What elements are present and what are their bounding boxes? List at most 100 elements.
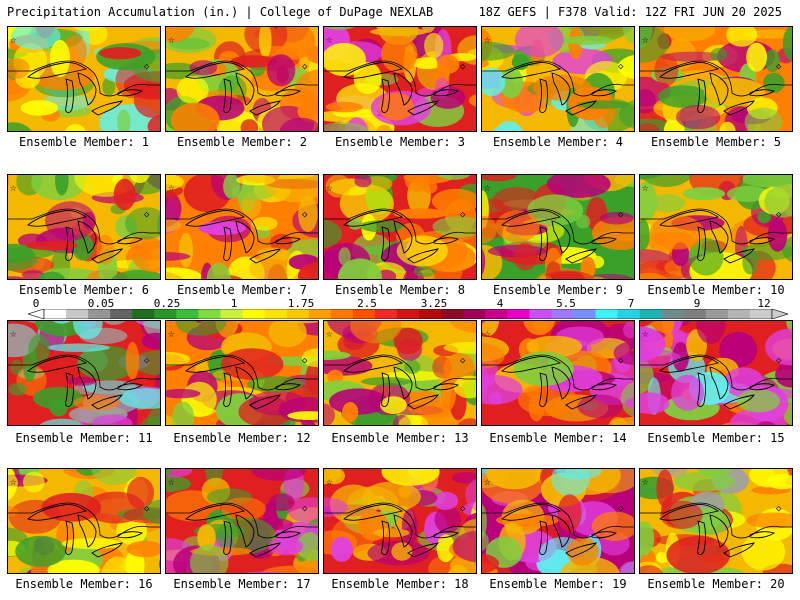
precip-blob <box>353 62 382 95</box>
precipitation-map: ☆◇ <box>8 321 160 425</box>
precipitation-map: ☆◇ <box>482 27 634 131</box>
precip-blob <box>171 401 195 425</box>
precip-blob <box>482 530 489 551</box>
precip-blob <box>360 377 412 386</box>
site-marker-icon: ◇ <box>776 62 782 72</box>
precip-blob <box>746 42 767 72</box>
precip-blob <box>189 544 229 573</box>
precip-blob <box>8 58 30 79</box>
lake-outline <box>249 542 281 558</box>
ensemble-member-label: Ensemble Member: 3 <box>334 135 466 149</box>
precip-blob <box>465 478 476 511</box>
precip-blob <box>482 175 517 182</box>
color-bar-segment <box>374 309 398 319</box>
precip-blob <box>640 175 693 188</box>
site-marker-icon: ☆ <box>168 475 175 488</box>
precip-blob <box>325 101 363 113</box>
lake-outline <box>185 356 246 373</box>
precip-blob <box>23 471 45 493</box>
precip-blob <box>52 321 71 324</box>
ensemble-member-label: Ensemble Member: 1 <box>18 135 150 149</box>
precip-blob <box>432 216 476 237</box>
site-marker-icon: ☆ <box>484 475 491 488</box>
precip-blob <box>491 125 522 131</box>
lake-outline <box>433 531 460 539</box>
precip-blob <box>111 270 160 279</box>
lake-outline <box>723 100 755 116</box>
color-bar-segment <box>352 309 376 319</box>
ensemble-member-label: Ensemble Member: 10 <box>647 283 785 297</box>
color-bar-segment <box>198 309 221 319</box>
border-line <box>324 208 476 245</box>
precip-blob <box>719 121 736 131</box>
precip-blob <box>660 500 703 530</box>
precip-blob <box>324 219 343 249</box>
lake-outline <box>117 89 144 97</box>
site-marker-icon: ☆ <box>168 181 175 194</box>
precip-blob <box>103 321 126 325</box>
precip-blob <box>671 374 705 411</box>
lake-outline <box>697 226 706 262</box>
site-marker-icon: ◇ <box>618 504 624 514</box>
site-marker-icon: ◇ <box>776 356 782 366</box>
lake-outline <box>723 542 755 558</box>
site-marker-icon: ☆ <box>642 181 649 194</box>
precip-blob <box>350 321 402 344</box>
precip-blob <box>649 194 686 213</box>
lake-outline <box>697 372 706 408</box>
border-line <box>8 208 160 245</box>
precip-blob <box>49 39 71 78</box>
precip-blob <box>495 210 540 243</box>
color-bar-segment <box>595 309 618 319</box>
color-bar-tick-label: 1.75 <box>287 297 315 310</box>
precip-blob <box>8 382 27 396</box>
lake-outline <box>27 210 88 227</box>
lake-outline <box>77 72 97 106</box>
lake-outline <box>501 504 562 521</box>
precip-blob <box>261 565 318 573</box>
precip-blob <box>622 27 634 45</box>
lake-outline <box>223 226 232 262</box>
precip-blob <box>279 117 318 131</box>
lake-outline <box>249 248 281 264</box>
precip-blob <box>496 513 559 527</box>
color-bar-tick-label: 0.25 <box>153 297 181 310</box>
lake-outline <box>723 248 755 264</box>
lake-outline <box>659 504 720 521</box>
site-marker-icon: ◇ <box>144 356 150 366</box>
site-marker-icon: ◇ <box>618 356 624 366</box>
ensemble-member-panel: ☆ ◇ <box>7 468 161 574</box>
lake-outline <box>185 504 246 521</box>
lake-outline <box>77 514 97 548</box>
title-right: 18Z GEFS | F378 Valid: 12Z FRI JUN 20 20… <box>478 5 782 19</box>
ensemble-member-panel: ☆ ◇ <box>639 320 793 426</box>
lake-outline <box>551 220 571 254</box>
precipitation-map: ☆◇ <box>640 175 792 279</box>
site-marker-icon: ◇ <box>302 210 308 220</box>
lake-outline <box>501 62 562 79</box>
precip-blob <box>640 27 670 64</box>
precip-blob <box>396 235 448 267</box>
precip-blob <box>613 341 634 365</box>
lake-outline <box>565 100 597 116</box>
precip-blob <box>745 512 792 529</box>
lake-outline <box>659 62 720 79</box>
lake-outline <box>407 542 439 558</box>
lake-outline <box>91 542 123 558</box>
precip-blob <box>266 54 296 87</box>
lake-outline <box>659 210 720 227</box>
precip-blob <box>49 398 68 417</box>
lake-outline <box>275 237 302 245</box>
lake-outline <box>539 226 548 262</box>
precip-blob <box>211 424 224 425</box>
precip-blob <box>298 195 318 232</box>
color-bar-tick-label: 5.5 <box>556 297 576 310</box>
lake-outline <box>91 100 123 116</box>
lake-outline <box>381 372 390 408</box>
site-marker-icon: ☆ <box>642 475 649 488</box>
precip-blob <box>514 27 564 58</box>
precipitation-map: ☆◇ <box>640 469 792 573</box>
precip-blob <box>764 49 781 73</box>
lake-outline <box>659 356 720 373</box>
precip-blob <box>599 211 634 225</box>
